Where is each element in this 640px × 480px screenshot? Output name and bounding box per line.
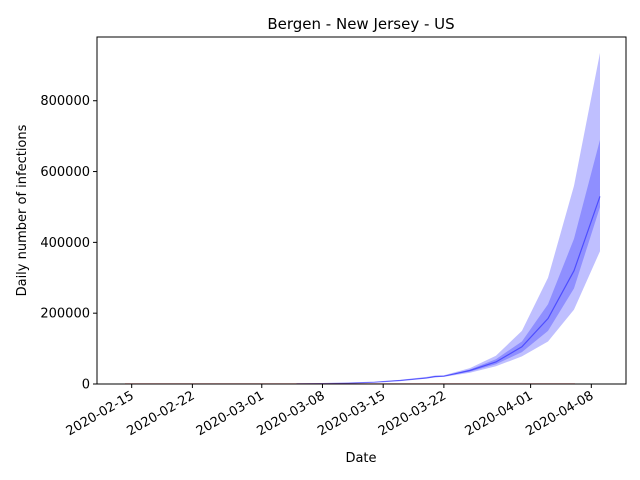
x-axis-ticks: 2020-02-152020-02-222020-03-012020-03-08… bbox=[64, 384, 596, 439]
plot-area bbox=[125, 52, 601, 385]
chart-title: Bergen - New Jersey - US bbox=[267, 15, 454, 33]
y-tick-label: 200000 bbox=[40, 307, 90, 322]
x-tick-label: 2020-03-08 bbox=[255, 388, 328, 439]
y-axis-ticks: 0 200000 400000 600000 800000 bbox=[40, 94, 97, 393]
y-tick-label: 800000 bbox=[40, 94, 90, 109]
mean-infections-line bbox=[296, 196, 601, 385]
x-tick-label: 2020-04-08 bbox=[523, 388, 596, 439]
x-tick-label: 2020-02-22 bbox=[124, 388, 197, 439]
outer-confidence-band bbox=[296, 52, 600, 384]
y-tick-label: 0 bbox=[82, 378, 90, 393]
plot-frame bbox=[96, 36, 627, 385]
y-tick-label: 600000 bbox=[40, 165, 90, 180]
x-axis-title: Date bbox=[345, 451, 376, 466]
y-tick-label: 400000 bbox=[40, 236, 90, 251]
y-axis-title: Daily number of infections bbox=[15, 124, 30, 296]
x-tick-label: 2020-03-22 bbox=[376, 388, 449, 439]
x-tick-label: 2020-04-01 bbox=[463, 388, 536, 439]
x-tick-label: 2020-03-01 bbox=[194, 388, 267, 439]
x-tick-label: 2020-03-15 bbox=[315, 388, 388, 439]
x-tick-label: 2020-02-15 bbox=[64, 388, 137, 439]
